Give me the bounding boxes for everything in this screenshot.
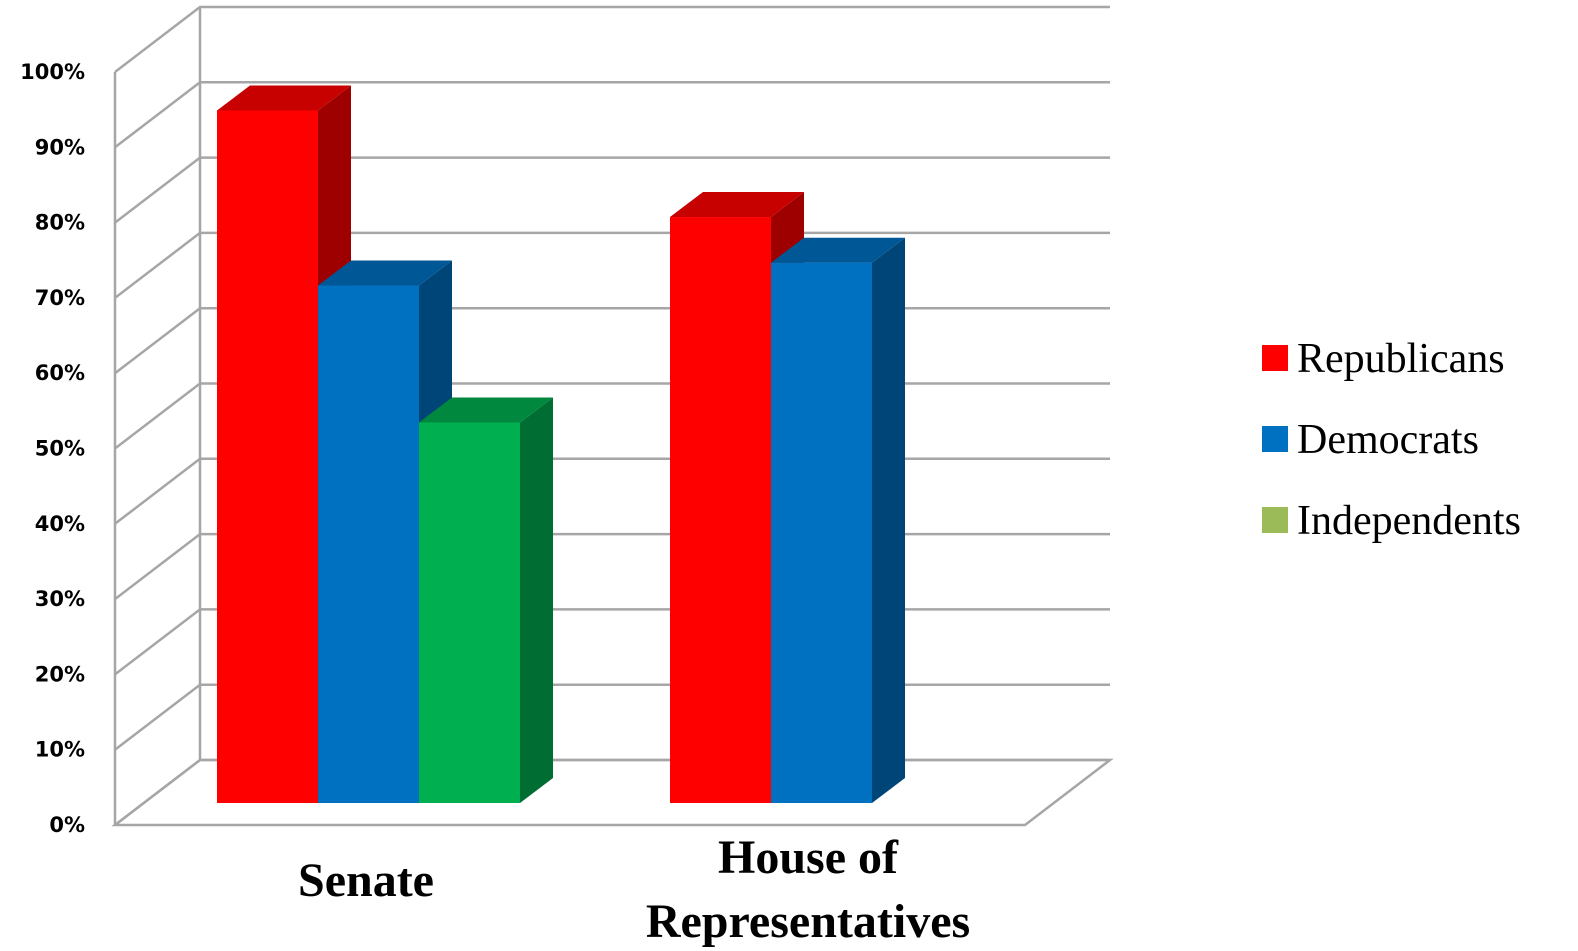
y-tick-label: 10% bbox=[35, 738, 85, 762]
bar-front-face bbox=[318, 286, 419, 803]
x-category-label: House of bbox=[718, 831, 899, 884]
x-axis-category-labels: Senate House of Representatives bbox=[298, 831, 970, 948]
bar-side-face bbox=[520, 398, 553, 804]
y-tick-label: 30% bbox=[35, 587, 85, 611]
gridline bbox=[115, 7, 1110, 72]
y-tick-label: 50% bbox=[35, 437, 85, 461]
legend-label: Democrats bbox=[1297, 417, 1479, 463]
chart-bars bbox=[217, 85, 905, 803]
y-tick-label: 90% bbox=[35, 135, 85, 159]
bar-side-face bbox=[872, 238, 905, 803]
y-tick-label: 0% bbox=[49, 813, 85, 837]
legend-swatch bbox=[1262, 345, 1288, 371]
y-axis-tick-labels: 0% 10% 20% 30% 40% 50% 60% 70% 80% 90% 100% bbox=[20, 60, 85, 837]
x-category-label: Representatives bbox=[646, 895, 970, 948]
y-tick-label: 40% bbox=[35, 512, 85, 536]
bar-front-face bbox=[217, 110, 318, 803]
bar-front-face bbox=[771, 263, 872, 803]
y-tick-label: 60% bbox=[35, 361, 85, 385]
legend-label: Republicans bbox=[1297, 336, 1505, 382]
x-category-label: Senate bbox=[298, 854, 434, 907]
legend-swatch bbox=[1262, 507, 1288, 533]
legend-label: Independents bbox=[1297, 498, 1521, 544]
legend-swatch bbox=[1262, 426, 1288, 452]
bar bbox=[771, 238, 905, 803]
y-tick-label: 100% bbox=[20, 60, 85, 84]
y-tick-label: 70% bbox=[35, 286, 85, 310]
y-tick-label: 20% bbox=[35, 662, 85, 686]
bar bbox=[419, 398, 553, 804]
chart-legend: Republicans Democrats Independents bbox=[1262, 336, 1521, 544]
bar-front-face bbox=[419, 423, 520, 804]
bar-front-face bbox=[670, 217, 771, 803]
y-tick-label: 80% bbox=[35, 211, 85, 235]
